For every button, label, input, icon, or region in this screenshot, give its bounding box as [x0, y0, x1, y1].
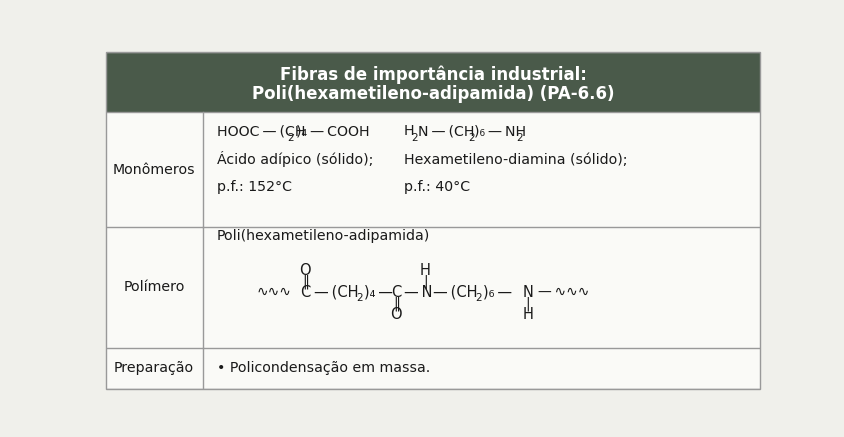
- Text: )₆ — NH: )₆ — NH: [473, 124, 526, 138]
- Text: HOOC — (CH: HOOC — (CH: [217, 124, 305, 138]
- Text: 2: 2: [287, 133, 294, 143]
- Text: Poli(hexametileno-adipamida) (PA-6.6): Poli(hexametileno-adipamida) (PA-6.6): [252, 85, 614, 104]
- Bar: [106, 227, 760, 348]
- Text: 2: 2: [356, 293, 363, 303]
- Text: 2: 2: [468, 133, 473, 143]
- Text: C: C: [300, 285, 310, 300]
- Text: H: H: [419, 263, 430, 278]
- Text: Polímero: Polímero: [123, 280, 185, 294]
- Text: )₄ — COOH: )₄ — COOH: [296, 124, 370, 138]
- Text: Ácido adípico (sólido);: Ácido adípico (sólido);: [217, 152, 373, 167]
- Bar: [106, 112, 760, 227]
- Text: • Policondensação em massa.: • Policondensação em massa.: [217, 361, 430, 375]
- Text: p.f.: 152°C: p.f.: 152°C: [217, 180, 292, 194]
- Text: ‖: ‖: [301, 274, 308, 289]
- Text: )₄ —: )₄ —: [363, 285, 392, 300]
- Text: O: O: [299, 263, 311, 278]
- Text: Hexametileno-diamina (sólido);: Hexametileno-diamina (sólido);: [403, 153, 626, 167]
- Text: |: |: [525, 296, 530, 311]
- Text: H: H: [522, 307, 533, 322]
- Text: Monômeros: Monômeros: [112, 163, 195, 177]
- Text: C: C: [391, 285, 401, 300]
- Text: — N: — N: [403, 285, 432, 300]
- Text: — (CH: — (CH: [313, 285, 358, 300]
- Text: 2: 2: [516, 133, 522, 143]
- Text: — ∿∿∿: — ∿∿∿: [538, 285, 588, 299]
- Text: Poli(hexametileno-adipamida): Poli(hexametileno-adipamida): [217, 229, 430, 243]
- Text: p.f.: 40°C: p.f.: 40°C: [403, 180, 469, 194]
- Text: Preparação: Preparação: [114, 361, 194, 375]
- Text: ‖: ‖: [392, 296, 399, 311]
- Text: )₆ —: )₆ —: [482, 285, 511, 300]
- Text: O: O: [390, 307, 402, 322]
- Text: 2: 2: [411, 133, 418, 143]
- Text: |: |: [422, 274, 427, 289]
- Text: N — (CH: N — (CH: [418, 124, 474, 138]
- Bar: [106, 348, 760, 389]
- Text: H: H: [403, 124, 414, 138]
- Text: ∿∿∿: ∿∿∿: [256, 285, 291, 299]
- Bar: [106, 52, 760, 112]
- Text: N: N: [522, 285, 533, 300]
- Text: Fibras de importância industrial:: Fibras de importância industrial:: [279, 66, 586, 84]
- Text: 2: 2: [475, 293, 482, 303]
- Text: — (CH: — (CH: [433, 285, 477, 300]
